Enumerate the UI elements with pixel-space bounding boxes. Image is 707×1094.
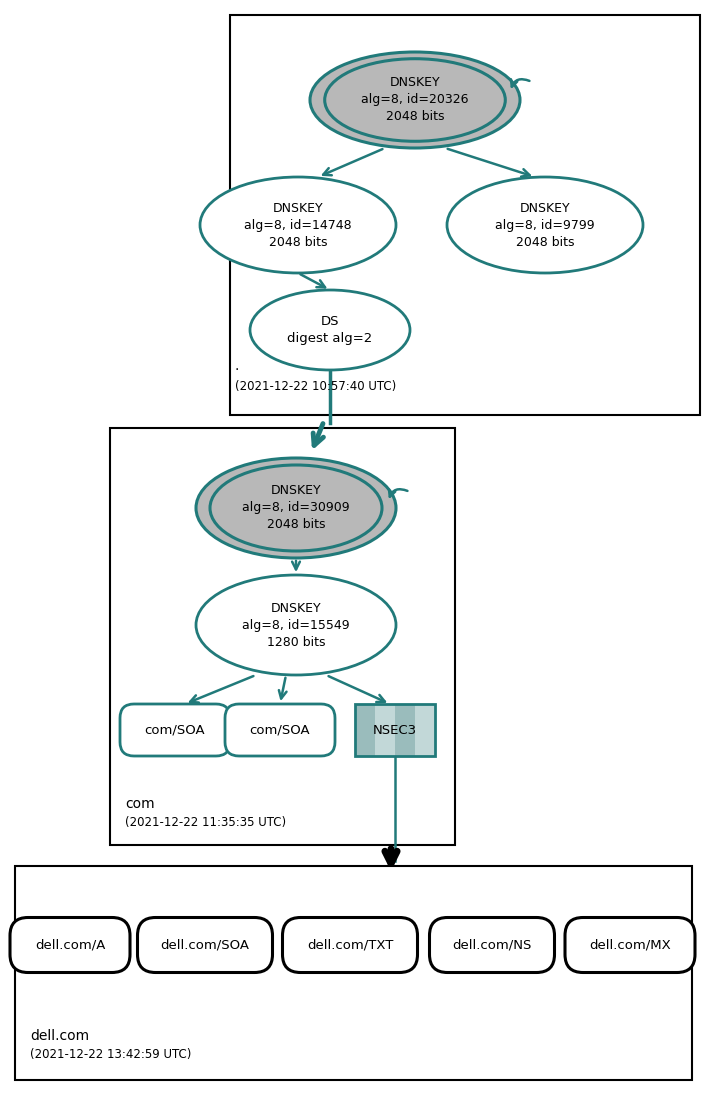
Bar: [355, 705, 375, 756]
Text: (2021-12-22 10:57:40 UTC): (2021-12-22 10:57:40 UTC): [235, 380, 396, 393]
Bar: [395, 705, 415, 756]
Text: DNSKEY
alg=8, id=14748
2048 bits: DNSKEY alg=8, id=14748 2048 bits: [244, 201, 352, 248]
Text: com/SOA: com/SOA: [145, 723, 205, 736]
Text: DS
digest alg=2: DS digest alg=2: [287, 315, 373, 345]
Text: (2021-12-22 11:35:35 UTC): (2021-12-22 11:35:35 UTC): [125, 816, 286, 829]
Ellipse shape: [325, 59, 506, 141]
Text: dell.com/MX: dell.com/MX: [589, 939, 671, 952]
Text: DNSKEY
alg=8, id=9799
2048 bits: DNSKEY alg=8, id=9799 2048 bits: [495, 201, 595, 248]
Ellipse shape: [200, 177, 396, 274]
Bar: [415, 705, 435, 756]
Text: dell.com/TXT: dell.com/TXT: [307, 939, 393, 952]
Text: .: .: [235, 359, 240, 373]
Text: dell.com/SOA: dell.com/SOA: [160, 939, 250, 952]
FancyBboxPatch shape: [10, 918, 130, 973]
Text: DNSKEY
alg=8, id=30909
2048 bits: DNSKEY alg=8, id=30909 2048 bits: [243, 485, 350, 532]
FancyBboxPatch shape: [120, 705, 230, 756]
Ellipse shape: [210, 465, 382, 551]
FancyBboxPatch shape: [137, 918, 272, 973]
Text: com: com: [125, 798, 155, 811]
Text: com/SOA: com/SOA: [250, 723, 310, 736]
Ellipse shape: [250, 290, 410, 370]
Text: (2021-12-22 13:42:59 UTC): (2021-12-22 13:42:59 UTC): [30, 1048, 192, 1061]
FancyBboxPatch shape: [225, 705, 335, 756]
FancyBboxPatch shape: [429, 918, 554, 973]
Bar: [375, 705, 395, 756]
Ellipse shape: [310, 53, 520, 148]
Ellipse shape: [447, 177, 643, 274]
Text: dell.com/A: dell.com/A: [35, 939, 105, 952]
Bar: [355, 705, 435, 756]
Bar: [230, 15, 700, 415]
Ellipse shape: [196, 458, 396, 558]
Ellipse shape: [196, 575, 396, 675]
Text: dell.com/NS: dell.com/NS: [452, 939, 532, 952]
Bar: [110, 428, 455, 845]
FancyBboxPatch shape: [565, 918, 695, 973]
Text: DNSKEY
alg=8, id=20326
2048 bits: DNSKEY alg=8, id=20326 2048 bits: [361, 77, 469, 124]
FancyBboxPatch shape: [283, 918, 418, 973]
Text: dell.com: dell.com: [30, 1029, 89, 1043]
Bar: [15, 866, 692, 1080]
Text: NSEC3: NSEC3: [373, 723, 417, 736]
Text: DNSKEY
alg=8, id=15549
1280 bits: DNSKEY alg=8, id=15549 1280 bits: [243, 602, 350, 649]
